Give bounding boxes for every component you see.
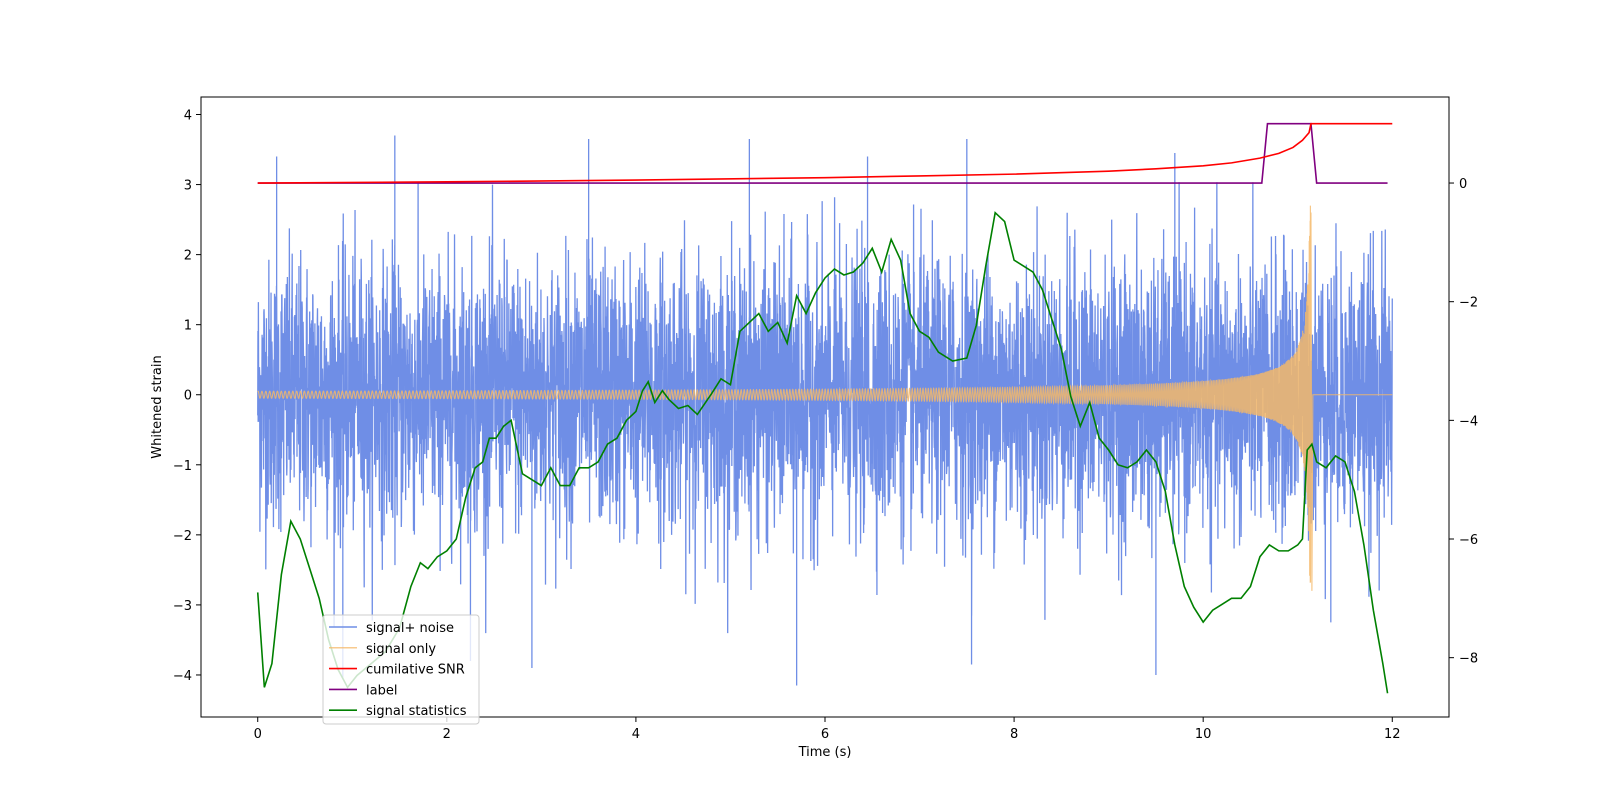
- legend-entry-label: signal+ noise: [366, 621, 454, 636]
- y2-tick-label: 0: [1459, 177, 1467, 192]
- y-tick-label: −1: [173, 459, 192, 474]
- x-tick-label: 8: [1010, 727, 1018, 742]
- legend: signal+ noise signal only cumilative SNR la…: [322, 614, 480, 725]
- y-tick-label: 4: [184, 109, 192, 124]
- legend-box: [322, 614, 480, 725]
- y2-tick-label: −8: [1459, 652, 1478, 667]
- x-axis-title: Time (s): [798, 745, 852, 760]
- y-tick-label: 2: [184, 249, 192, 264]
- y-tick-label: −3: [173, 599, 192, 614]
- y-tick-label: 1: [184, 319, 192, 334]
- y-axis-left: −4 −3 −2 −1 0 1 2 3 4: [173, 109, 201, 684]
- y-tick-label: −4: [173, 669, 192, 684]
- series-cumulative-snr: [257, 122, 1393, 184]
- y-axis-right: −8 −6 −4 −2 0: [1449, 177, 1478, 667]
- y-tick-label: 0: [184, 389, 192, 404]
- y-tick-label: 3: [184, 179, 192, 194]
- legend-entry-label: signal only: [366, 642, 436, 657]
- series-layer: [256, 122, 1393, 694]
- legend-entry-label: label: [366, 683, 397, 698]
- series-signal-only: [257, 205, 1393, 591]
- y2-tick-label: −2: [1459, 296, 1478, 311]
- x-tick-label: 4: [632, 727, 640, 742]
- series-signal-statistics: [256, 211, 1389, 694]
- y2-tick-label: −4: [1459, 414, 1478, 429]
- y-tick-label: −2: [173, 529, 192, 544]
- x-tick-label: 10: [1195, 727, 1212, 742]
- legend-entry-label: signal statistics: [366, 704, 467, 719]
- series-signal-noise: [257, 135, 1393, 686]
- x-tick-label: 2: [443, 727, 451, 742]
- x-tick-label: 12: [1384, 727, 1401, 742]
- x-tick-label: 6: [821, 727, 829, 742]
- x-tick-label: 0: [254, 727, 262, 742]
- y-axis-title: Whitened strain: [150, 355, 165, 458]
- y2-tick-label: −6: [1459, 533, 1478, 548]
- series-label: [257, 122, 1388, 184]
- legend-entry-label: cumilative SNR: [366, 663, 465, 678]
